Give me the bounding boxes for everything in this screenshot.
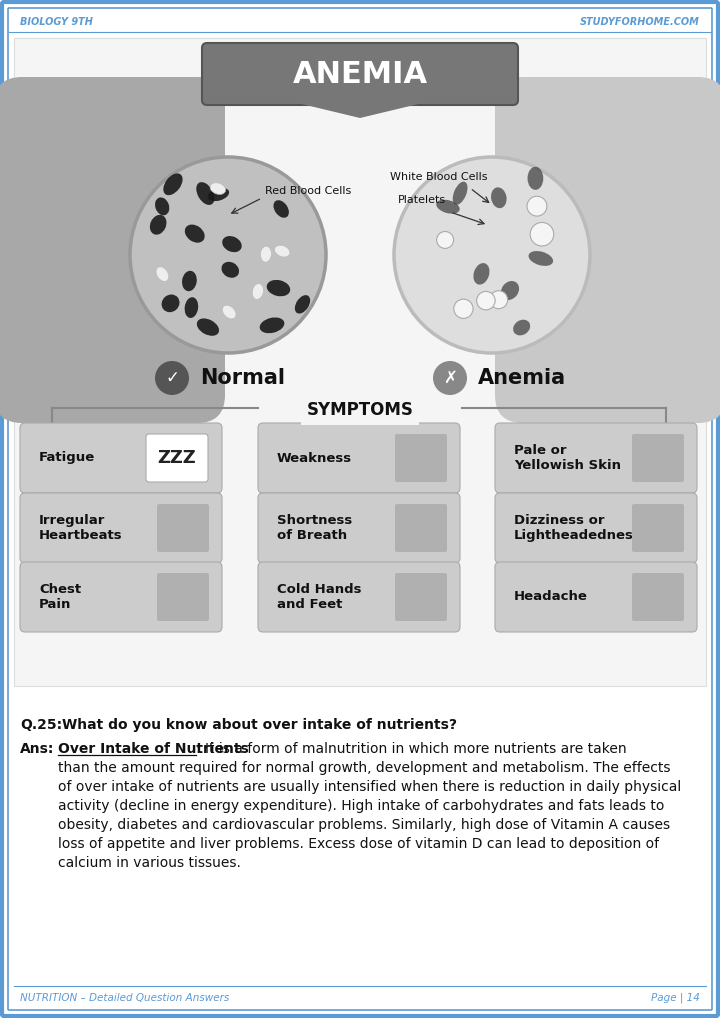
Ellipse shape	[150, 215, 166, 235]
Circle shape	[130, 157, 326, 353]
Bar	[14, 38, 706, 686]
Circle shape	[490, 291, 508, 308]
Text: Dizziness or
Lightheadedness: Dizziness or Lightheadedness	[514, 514, 642, 542]
Ellipse shape	[210, 182, 225, 194]
Text: Headache: Headache	[514, 590, 588, 604]
Ellipse shape	[208, 188, 229, 202]
Ellipse shape	[182, 271, 197, 291]
FancyBboxPatch shape	[20, 423, 222, 493]
Ellipse shape	[295, 295, 310, 314]
Ellipse shape	[163, 173, 183, 195]
Text: Q.25:: Q.25:	[20, 718, 62, 732]
Ellipse shape	[156, 267, 168, 281]
Text: Weakness: Weakness	[277, 452, 352, 464]
FancyBboxPatch shape	[0, 77, 225, 423]
Text: ✗: ✗	[443, 369, 457, 387]
FancyBboxPatch shape	[632, 434, 684, 482]
Text: Anemia: Anemia	[478, 367, 566, 388]
Text: SYMPTOMS: SYMPTOMS	[307, 401, 413, 419]
Ellipse shape	[436, 200, 459, 214]
Ellipse shape	[274, 201, 289, 218]
Text: Fatigue: Fatigue	[39, 452, 95, 464]
Ellipse shape	[222, 262, 239, 278]
Circle shape	[527, 196, 547, 216]
Ellipse shape	[501, 281, 519, 300]
FancyBboxPatch shape	[495, 423, 697, 493]
Text: BIOLOGY 9TH: BIOLOGY 9TH	[20, 17, 93, 27]
FancyBboxPatch shape	[146, 434, 208, 482]
FancyBboxPatch shape	[258, 423, 460, 493]
Polygon shape	[285, 100, 435, 118]
FancyBboxPatch shape	[395, 504, 447, 552]
Text: STUDYFORHOME.COM: STUDYFORHOME.COM	[580, 17, 700, 27]
Ellipse shape	[453, 181, 467, 205]
Circle shape	[155, 361, 189, 395]
Text: ✓: ✓	[165, 369, 179, 387]
Ellipse shape	[491, 187, 507, 208]
Text: Red Blood Cells: Red Blood Cells	[265, 186, 351, 196]
Text: Pale or
Yellowish Skin: Pale or Yellowish Skin	[514, 444, 621, 472]
Circle shape	[394, 157, 590, 353]
Text: Shortness
of Breath: Shortness of Breath	[277, 514, 352, 542]
Text: calcium in various tissues.: calcium in various tissues.	[58, 856, 241, 870]
Ellipse shape	[197, 319, 219, 336]
Text: NUTRITION – Detailed Question Answers: NUTRITION – Detailed Question Answers	[20, 993, 229, 1003]
Text: Ans:: Ans:	[20, 742, 55, 756]
Text: obesity, diabetes and cardiovascular problems. Similarly, high dose of Vitamin A: obesity, diabetes and cardiovascular pro…	[58, 818, 670, 832]
FancyBboxPatch shape	[495, 562, 697, 632]
Ellipse shape	[274, 245, 290, 257]
FancyBboxPatch shape	[20, 493, 222, 563]
FancyBboxPatch shape	[202, 43, 518, 105]
Ellipse shape	[222, 305, 236, 319]
FancyBboxPatch shape	[395, 573, 447, 621]
Ellipse shape	[185, 225, 204, 242]
Text: Over Intake of Nutrients: Over Intake of Nutrients	[58, 742, 248, 756]
Ellipse shape	[161, 294, 179, 313]
FancyBboxPatch shape	[395, 434, 447, 482]
Ellipse shape	[528, 251, 553, 266]
Ellipse shape	[197, 182, 215, 205]
Text: Page | 14: Page | 14	[651, 993, 700, 1004]
Ellipse shape	[474, 263, 490, 285]
FancyBboxPatch shape	[258, 493, 460, 563]
FancyBboxPatch shape	[632, 504, 684, 552]
Ellipse shape	[184, 297, 198, 318]
Text: : It is a form of malnutrition in which more nutrients are taken: : It is a form of malnutrition in which …	[196, 742, 626, 756]
Circle shape	[530, 223, 554, 246]
Text: Irregular
Heartbeats: Irregular Heartbeats	[39, 514, 122, 542]
Ellipse shape	[222, 236, 242, 252]
Text: Normal: Normal	[200, 367, 285, 388]
FancyBboxPatch shape	[157, 573, 209, 621]
Text: of over intake of nutrients are usually intensified when there is reduction in d: of over intake of nutrients are usually …	[58, 780, 681, 794]
Text: Chest
Pain: Chest Pain	[39, 583, 81, 611]
Ellipse shape	[261, 246, 271, 262]
FancyBboxPatch shape	[495, 77, 720, 423]
Circle shape	[454, 299, 473, 319]
FancyBboxPatch shape	[495, 493, 697, 563]
Ellipse shape	[528, 167, 544, 189]
FancyBboxPatch shape	[8, 8, 712, 1010]
Ellipse shape	[155, 197, 169, 215]
Ellipse shape	[252, 284, 264, 299]
Circle shape	[477, 291, 495, 309]
Text: than the amount required for normal growth, development and metabolism. The effe: than the amount required for normal grow…	[58, 761, 670, 775]
Ellipse shape	[266, 280, 290, 296]
Text: ZZZ: ZZZ	[158, 449, 197, 467]
FancyBboxPatch shape	[258, 562, 460, 632]
Circle shape	[436, 231, 454, 248]
Text: Platelets: Platelets	[398, 195, 446, 205]
FancyBboxPatch shape	[632, 573, 684, 621]
Circle shape	[433, 361, 467, 395]
Text: activity (decline in energy expenditure). High intake of carbohydrates and fats : activity (decline in energy expenditure)…	[58, 799, 665, 813]
Ellipse shape	[513, 320, 530, 335]
FancyBboxPatch shape	[157, 504, 209, 552]
Text: ANEMIA: ANEMIA	[292, 59, 428, 89]
Text: Cold Hands
and Feet: Cold Hands and Feet	[277, 583, 361, 611]
Ellipse shape	[260, 318, 284, 333]
Text: loss of appetite and liver problems. Excess dose of vitamin D can lead to deposi: loss of appetite and liver problems. Exc…	[58, 837, 659, 851]
FancyBboxPatch shape	[20, 562, 222, 632]
Text: What do you know about over intake of nutrients?: What do you know about over intake of nu…	[62, 718, 457, 732]
Text: White Blood Cells: White Blood Cells	[390, 172, 487, 182]
